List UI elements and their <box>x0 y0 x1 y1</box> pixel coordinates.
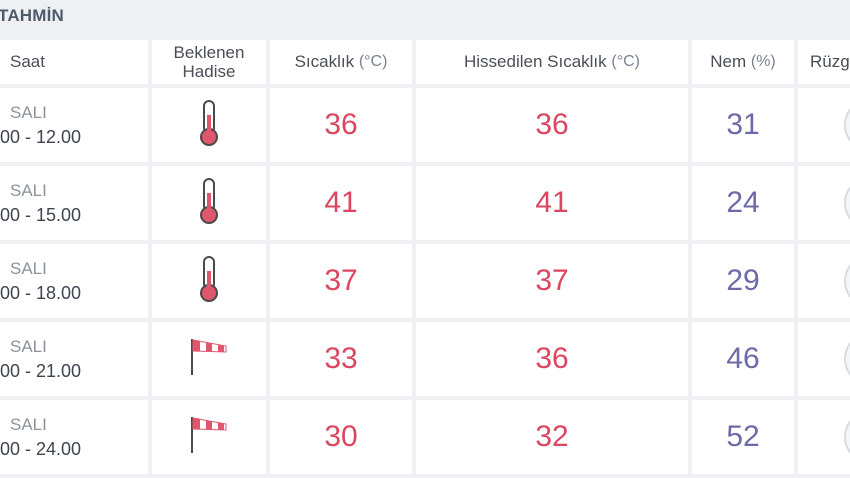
time-range: 00 - 18.00 <box>0 283 82 303</box>
wind-direction-icon <box>844 337 850 381</box>
header-time: Saat <box>0 40 148 84</box>
header-humidity-unit: (%) <box>750 53 776 70</box>
feels-like-value: 36 <box>416 322 688 396</box>
temperature-value: 33 <box>270 322 412 396</box>
time-range: 00 - 15.00 <box>0 205 82 225</box>
header-temperature-label: Sıcaklık <box>294 52 355 71</box>
forecast-table: Saat Beklenen Hadise Sıcaklık (°C) Hisse… <box>0 40 850 474</box>
thermometer-icon <box>196 177 222 230</box>
temperature-value: 30 <box>270 400 412 474</box>
feels-like-value: 41 <box>416 166 688 240</box>
day-label: SALI <box>10 103 47 122</box>
time-range: 00 - 24.00 <box>0 439 82 459</box>
day-label: SALI <box>10 181 47 200</box>
wind-cell <box>798 400 850 474</box>
wind-cell <box>798 244 850 318</box>
day-label: SALI <box>10 337 47 356</box>
expected-event-cell <box>152 244 266 318</box>
windsock-icon <box>188 415 230 460</box>
time-cell: SALI 00 - 12.00 <box>0 88 148 162</box>
time-cell: SALI 00 - 24.00 <box>0 400 148 474</box>
header-event-line2: Hadise <box>182 62 236 81</box>
wind-cell <box>798 166 850 240</box>
temperature-value: 37 <box>270 244 412 318</box>
wind-direction-icon <box>844 181 850 225</box>
header-feels-label: Hissedilen Sıcaklık <box>463 52 607 71</box>
header-feels-like: Hissedilen Sıcaklık (°C) <box>416 40 688 84</box>
expected-event-cell <box>152 88 266 162</box>
day-label: SALI <box>10 259 47 278</box>
time-cell: SALI 00 - 21.00 <box>0 322 148 396</box>
time-range: 00 - 12.00 <box>0 127 82 147</box>
humidity-value: 24 <box>692 166 794 240</box>
expected-event-cell <box>152 322 266 396</box>
humidity-value: 31 <box>692 88 794 162</box>
wind-cell <box>798 88 850 162</box>
feels-like-value: 37 <box>416 244 688 318</box>
feels-like-value: 36 <box>416 88 688 162</box>
wind-cell <box>798 322 850 396</box>
header-humidity: Nem (%) <box>692 40 794 84</box>
humidity-value: 46 <box>692 322 794 396</box>
header-expected-event: Beklenen Hadise <box>152 40 266 84</box>
windsock-icon <box>188 337 230 382</box>
wind-direction-icon <box>844 259 850 303</box>
humidity-value: 29 <box>692 244 794 318</box>
section-title: TAHMİN <box>0 6 65 25</box>
feels-like-value: 32 <box>416 400 688 474</box>
wind-direction-icon <box>844 103 850 147</box>
header-humidity-label: Nem <box>710 52 747 71</box>
thermometer-icon <box>196 99 222 152</box>
time-cell: SALI 00 - 18.00 <box>0 244 148 318</box>
wind-direction-icon <box>844 415 850 459</box>
temperature-value: 36 <box>270 88 412 162</box>
day-label: SALI <box>10 415 47 434</box>
header-temperature: Sıcaklık (°C) <box>270 40 412 84</box>
header-event-line1: Beklenen <box>173 43 245 62</box>
thermometer-icon <box>196 255 222 308</box>
header-temperature-unit: (°C) <box>358 53 388 70</box>
temperature-value: 41 <box>270 166 412 240</box>
expected-event-cell <box>152 400 266 474</box>
header-feels-unit: (°C) <box>611 53 640 70</box>
time-range: 00 - 21.00 <box>0 361 82 381</box>
expected-event-cell <box>152 166 266 240</box>
time-cell: SALI 00 - 15.00 <box>0 166 148 240</box>
humidity-value: 52 <box>692 400 794 474</box>
header-wind: Rüzg <box>798 40 850 84</box>
